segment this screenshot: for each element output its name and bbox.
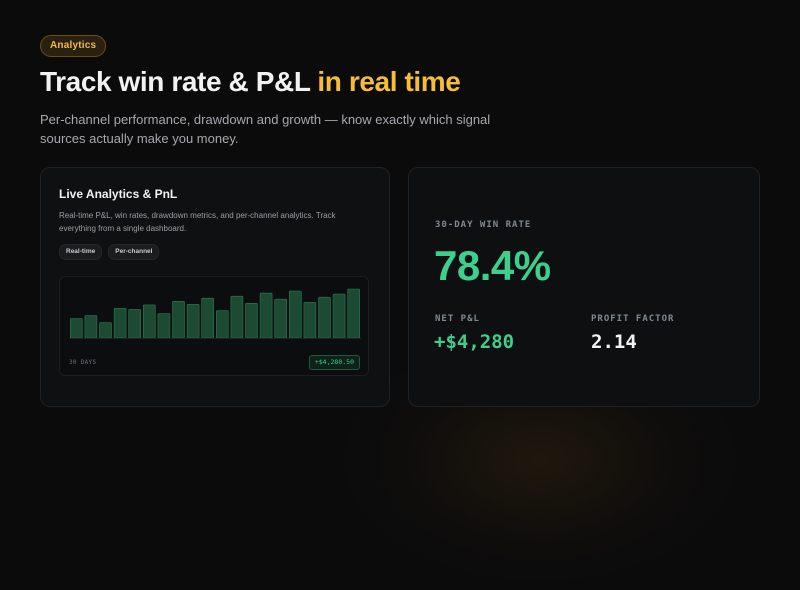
feature-card: Live Analytics & PnL Real-time P&L, win … <box>40 167 390 407</box>
chart-bar <box>128 309 141 339</box>
chart-bar <box>70 318 83 339</box>
net-pnl-value: +$4,280 <box>434 331 515 353</box>
net-pnl-label: NET P&L <box>435 314 480 324</box>
chart-bar <box>289 290 302 339</box>
chart-bar <box>347 288 361 339</box>
chart-bar <box>259 292 273 339</box>
chart-bar <box>113 308 127 339</box>
tag-per-channel: Per-channel <box>108 244 160 260</box>
chart-bar <box>216 310 229 339</box>
chart-bar <box>186 303 200 339</box>
win-rate-value: 78.4% <box>434 242 551 289</box>
chart-bar <box>230 295 244 339</box>
chart-bar <box>318 296 331 339</box>
chart-bar <box>245 302 258 339</box>
chart-bar <box>332 293 346 339</box>
chart-bar <box>172 300 185 339</box>
hero-title-accent: in real time <box>317 66 461 97</box>
profit-factor-value: 2.14 <box>591 331 637 353</box>
section-badge: Analytics <box>40 35 107 57</box>
pnl-bar-chart <box>69 288 361 339</box>
feature-card-description: Real-time P&L, win rates, drawdown metri… <box>59 211 336 233</box>
win-rate-label: 30-DAY WIN RATE <box>435 220 532 230</box>
chart-bar <box>84 315 98 339</box>
feature-tags: Real-time Per-channel <box>59 244 160 260</box>
pnl-chip: +$4,280.50 <box>308 355 360 370</box>
chart-bar <box>99 322 112 339</box>
feature-card-title: Live Analytics & PnL <box>59 187 178 201</box>
chart-period-label: 30 DAYS <box>69 359 97 366</box>
hero-title: Track win rate & P&L in real time <box>40 66 461 98</box>
pnl-chart: 30 DAYS +$4,280.50 <box>59 276 369 376</box>
chart-bar <box>303 301 317 339</box>
chart-bar <box>201 297 214 339</box>
profit-factor-label: PROFIT FACTOR <box>591 314 675 324</box>
tag-real-time: Real-time <box>59 244 103 260</box>
chart-bar <box>274 298 287 339</box>
hero-title-main: Track win rate & P&L <box>40 66 318 97</box>
hero-subtitle: Per-channel performance, drawdown and gr… <box>40 112 491 146</box>
stats-card: 30-DAY WIN RATE 78.4% NET P&L +$4,280 PR… <box>408 167 760 407</box>
chart-bar <box>143 304 156 339</box>
chart-bar <box>157 313 171 339</box>
